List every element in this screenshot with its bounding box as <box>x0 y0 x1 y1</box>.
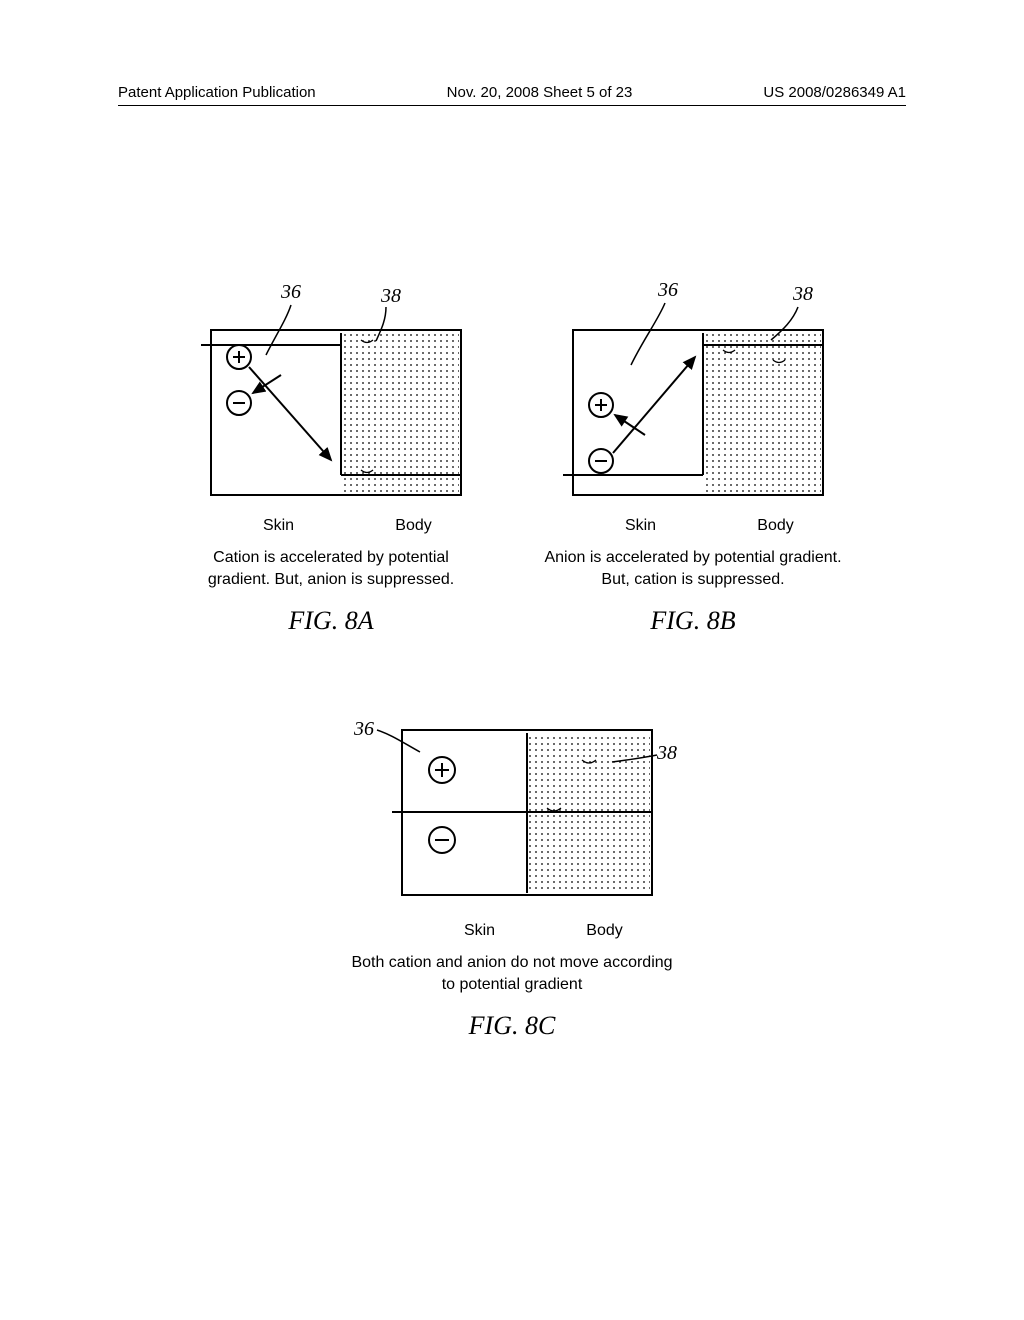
axis-skin-label: Skin <box>417 922 542 940</box>
figure-8c-caption: Both cation and anion do not move accord… <box>347 952 677 995</box>
figure-8b: 36 38 <box>542 285 844 636</box>
axis-body-label: Body <box>542 922 667 940</box>
axis-body-label: Body <box>708 517 843 535</box>
header-center: Nov. 20, 2008 Sheet 5 of 23 <box>447 84 633 101</box>
bottom-figure-row: 36 38 <box>0 700 1024 1041</box>
ref-38-label: 38 <box>381 285 401 308</box>
figure-8a-label: FIG. 8A <box>288 606 373 636</box>
figure-8b-svg <box>543 285 843 515</box>
top-figure-row: 36 38 <box>180 285 844 636</box>
figure-8c-diagram: 36 38 <box>342 700 682 920</box>
figure-8a-diagram: 36 38 <box>181 285 481 515</box>
axis-skin-label: Skin <box>573 517 708 535</box>
ref-36-label: 36 <box>658 279 678 302</box>
figure-8b-axes: Skin Body <box>573 517 843 535</box>
ref-36-label: 36 <box>281 281 301 304</box>
ref-38-label: 38 <box>793 283 813 306</box>
figure-8b-diagram: 36 38 <box>543 285 843 515</box>
figure-8a-svg <box>181 285 481 515</box>
figure-8c-label: FIG. 8C <box>469 1011 556 1041</box>
figure-8c: 36 38 <box>342 700 682 1041</box>
figure-8c-svg <box>342 700 682 920</box>
figure-8a-axes: Skin Body <box>211 517 481 535</box>
figure-8b-caption: Anion is accelerated by potential gradie… <box>542 547 844 590</box>
figure-8b-label: FIG. 8B <box>650 606 735 636</box>
page-header: Patent Application Publication Nov. 20, … <box>118 84 906 106</box>
figure-8a-caption: Cation is accelerated by potential gradi… <box>180 547 482 590</box>
ref-36-label: 36 <box>354 718 374 741</box>
header-right: US 2008/0286349 A1 <box>763 84 906 101</box>
header-left: Patent Application Publication <box>118 84 316 101</box>
figure-8a: 36 38 <box>180 285 482 636</box>
ref-38-label: 38 <box>657 742 677 765</box>
axis-body-label: Body <box>346 517 481 535</box>
axis-skin-label: Skin <box>211 517 346 535</box>
figure-8c-axes: Skin Body <box>417 922 667 940</box>
